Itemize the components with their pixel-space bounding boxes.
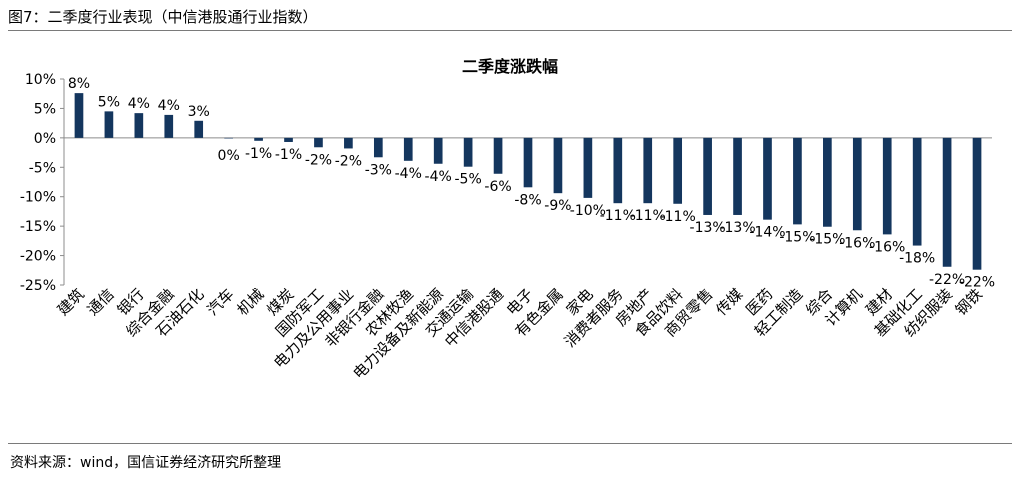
data-label: -22% [959, 275, 995, 291]
data-label: -22% [929, 272, 965, 288]
bar [942, 137, 952, 267]
data-label: -15% [779, 229, 815, 245]
data-label: 0% [218, 148, 240, 164]
data-label: -6% [484, 179, 511, 195]
data-label: -4% [425, 169, 452, 185]
figure-title: 图7：二季度行业表现（中信港股通行业指数） [8, 8, 318, 26]
bar [134, 113, 144, 138]
data-labels: 8%5% 4% 4% 3%0% -1% -1% -2% -2%-3% -4% -4% -5% -6%-… [68, 76, 995, 291]
y-axis: 10% 5% 0% -5% -10% -15% -20% -25% [20, 72, 65, 294]
data-label: 3% [188, 104, 210, 120]
chart-title: 二季度涨跌幅 [462, 57, 558, 76]
data-label: -14% [749, 225, 785, 241]
bar [553, 137, 563, 194]
category-label: 机械 [233, 285, 267, 319]
data-label: -13% [719, 220, 755, 236]
y-tick-label: 5% [34, 101, 56, 117]
bar [373, 137, 383, 158]
y-tick-label: -15% [20, 219, 56, 235]
category-label: 建筑 [54, 285, 88, 319]
bar-series [74, 93, 982, 270]
bar [673, 137, 683, 204]
bar [703, 137, 712, 215]
data-label: -8% [514, 192, 541, 208]
top-divider [8, 30, 1012, 31]
data-label: 4% [128, 96, 150, 112]
bar [74, 93, 84, 138]
category-label: 通信 [84, 285, 118, 319]
bar [403, 137, 413, 161]
data-label: -13% [690, 220, 726, 236]
bar [972, 137, 982, 270]
y-tick-label: -10% [20, 190, 56, 206]
data-label: -10% [570, 203, 606, 219]
bar [493, 137, 503, 174]
bar [763, 137, 772, 220]
data-label: 8% [68, 76, 90, 92]
bar [104, 111, 114, 138]
y-tick-label: -5% [29, 160, 56, 176]
data-label: 5% [98, 94, 120, 110]
bar [793, 137, 802, 225]
y-tick-label: 0% [34, 131, 56, 147]
source-note: 资料来源：wind，国信证券经济研究所整理 [10, 455, 282, 471]
bar [224, 137, 233, 139]
data-label: -2% [305, 152, 332, 168]
bar [852, 137, 862, 231]
data-label: -11% [660, 209, 696, 225]
data-label: -11% [600, 208, 636, 224]
bar [823, 137, 832, 227]
bar [254, 137, 263, 141]
bar [433, 137, 443, 164]
category-label: 汽车 [204, 285, 238, 319]
bar [463, 137, 473, 167]
bar [733, 137, 742, 215]
y-tick-label: -20% [20, 249, 56, 265]
data-label: 4% [158, 98, 180, 114]
y-tick-label: -25% [20, 278, 56, 294]
bar [613, 137, 623, 204]
data-label: -5% [454, 172, 481, 188]
data-label: -15% [809, 232, 845, 248]
data-label: -4% [395, 166, 422, 182]
data-label: -2% [335, 153, 362, 169]
category-labels: 建筑通信银行综合金融石油石化汽车机械煤炭国防军工电力及公用事业非银行金融农林牧渔… [54, 285, 986, 383]
bar [882, 137, 892, 235]
bar [314, 137, 323, 148]
bar [194, 120, 204, 138]
data-label: -16% [839, 235, 875, 251]
bar [583, 137, 593, 198]
bar [284, 137, 293, 142]
data-label: -1% [275, 147, 302, 163]
y-tick-label: 10% [25, 72, 56, 88]
bar [523, 137, 533, 188]
category-label: 传媒 [712, 285, 746, 319]
data-label: -9% [544, 198, 571, 214]
bar-chart: 二季度涨跌幅 10% 5% 0% -5% -10% -15% -20% -25% 8% 5% 4%… [20, 57, 995, 383]
data-label: -1% [245, 146, 272, 162]
bar [344, 137, 353, 149]
bar [912, 137, 922, 246]
data-label: -18% [899, 251, 935, 267]
data-label: -16% [869, 239, 905, 255]
data-label: -11% [630, 208, 666, 224]
bar [643, 137, 653, 204]
data-label: -3% [365, 162, 392, 178]
bottom-divider [8, 443, 1012, 444]
bar [164, 114, 174, 138]
